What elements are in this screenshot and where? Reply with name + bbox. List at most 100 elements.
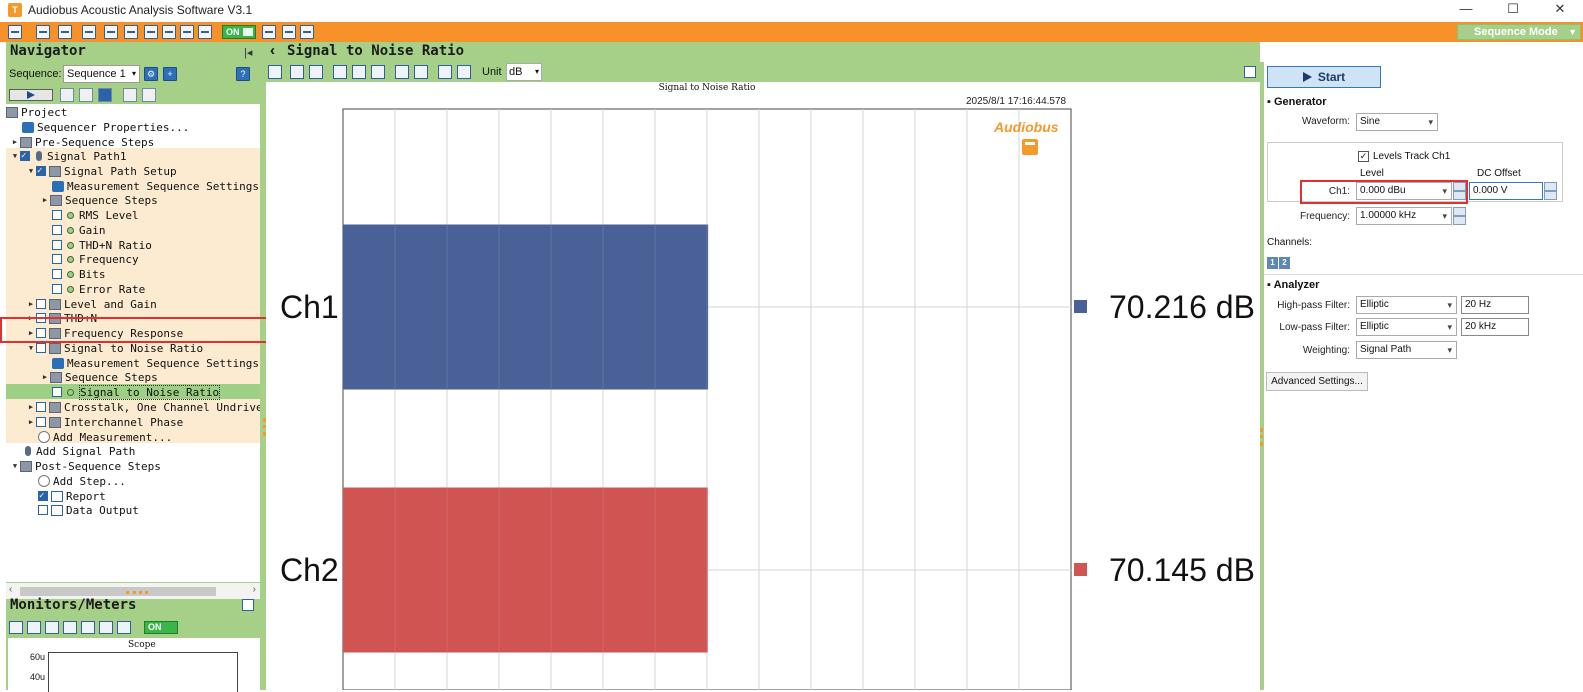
tree-item-bits[interactable]: Bits — [52, 267, 106, 282]
tree-item-project[interactable]: Project — [6, 105, 67, 120]
checkbox[interactable] — [36, 299, 46, 309]
generator-on-toggle[interactable]: ON — [222, 25, 256, 39]
check-icon[interactable] — [79, 88, 93, 102]
checkbox[interactable] — [38, 489, 48, 504]
tree-item-signal-path-setup[interactable]: ▼Signal Path Setup — [26, 164, 177, 179]
tree-item-frequency-response[interactable]: ▶ Frequency Response — [26, 326, 183, 341]
list-icon[interactable] — [162, 25, 176, 39]
tree-item-data-output[interactable]: Data Output — [38, 503, 139, 518]
tree-item-post-sequence-steps[interactable]: ▼ Post-Sequence Steps — [10, 459, 161, 474]
splitter-handle[interactable] — [126, 591, 148, 595]
open-folder-icon[interactable] — [36, 25, 50, 39]
minimize-button[interactable]: — — [1459, 1, 1473, 16]
ch1-level-stepper[interactable] — [1453, 182, 1466, 200]
checkbox[interactable] — [52, 210, 62, 220]
checkbox[interactable] — [36, 417, 46, 427]
list-icon[interactable] — [63, 621, 77, 634]
back-icon[interactable]: ‹ — [270, 42, 275, 59]
table-icon[interactable] — [395, 65, 409, 79]
pan-icon[interactable] — [352, 65, 366, 79]
frequency-stepper[interactable] — [1453, 207, 1466, 225]
checkbox[interactable] — [36, 328, 46, 338]
popout-icon[interactable] — [1244, 66, 1256, 78]
weighting-select[interactable]: Signal Path ▾ — [1356, 341, 1457, 359]
advanced-settings-button[interactable]: Advanced Settings... — [1266, 372, 1368, 391]
expand-icon[interactable]: ▶ — [28, 403, 34, 411]
pin-icon[interactable]: |◂ — [244, 47, 253, 59]
collapse-icon[interactable]: ▼ — [28, 344, 34, 352]
scope-icon[interactable] — [9, 621, 23, 634]
popout-icon[interactable] — [242, 599, 254, 611]
function-icon[interactable] — [438, 65, 452, 79]
grid-icon[interactable] — [117, 621, 131, 634]
settings-gear-icon[interactable] — [82, 25, 96, 39]
tree-item-thdn-ratio[interactable]: THD+N Ratio — [52, 238, 152, 253]
low-pass-frequency-input[interactable]: 20 kHz — [1461, 318, 1529, 336]
spectrum-icon[interactable] — [124, 25, 138, 39]
checkbox[interactable] — [52, 387, 62, 397]
scroll-right-icon[interactable]: › — [252, 584, 256, 595]
expand-icon[interactable]: ▶ — [28, 300, 34, 308]
graph-settings-icon[interactable] — [268, 65, 282, 79]
clear-icon[interactable] — [98, 88, 112, 102]
collapse-icon[interactable]: ▼ — [28, 167, 34, 175]
tree-item-snr-step-selected[interactable]: Signal to Noise Ratio — [52, 385, 221, 400]
tree-item-crosstalk[interactable]: ▶ Crosstalk, One Channel Undriven — [26, 400, 260, 415]
ch1-level-field[interactable]: 0.000 dBu ▾ — [1356, 182, 1452, 200]
tree-item-snr-sequence-steps[interactable]: ▶ Sequence Steps — [40, 370, 158, 385]
save-icon[interactable] — [58, 25, 72, 39]
tree-item-pre-sequence-steps[interactable]: ▶ Pre-Sequence Steps — [10, 135, 154, 150]
start-button[interactable]: Start — [1267, 66, 1381, 88]
tree-item-gain[interactable]: Gain — [52, 223, 106, 238]
display-icon[interactable] — [414, 65, 428, 79]
expand-icon[interactable]: ▶ — [28, 418, 34, 426]
expand-icon[interactable]: ▶ — [12, 138, 18, 146]
expand-icon[interactable]: ▶ — [42, 196, 48, 204]
low-pass-type-select[interactable]: Elliptic ▾ — [1356, 318, 1457, 336]
close-button[interactable]: ✕ — [1554, 1, 1566, 16]
help-icon[interactable] — [300, 25, 314, 39]
settings-gear-icon[interactable] — [457, 65, 471, 79]
fft-icon[interactable] — [27, 621, 41, 634]
splitter-handle[interactable] — [1260, 428, 1263, 446]
waveform-icon[interactable] — [104, 25, 118, 39]
level-bar-icon[interactable] — [180, 25, 194, 39]
collapse-icon[interactable]: ▼ — [12, 152, 18, 160]
tree-item-add-signal-path[interactable]: Add Signal Path — [22, 444, 135, 459]
collapse-icon[interactable]: ▼ — [12, 462, 18, 470]
copy-icon[interactable] — [123, 88, 137, 102]
dc-offset-stepper[interactable] — [1544, 182, 1557, 200]
meter-icon[interactable] — [144, 25, 158, 39]
monitor-on-toggle[interactable]: ON — [144, 621, 178, 634]
zoom-icon[interactable] — [333, 65, 347, 79]
run-sequence-button[interactable] — [9, 89, 53, 101]
checkbox[interactable] — [36, 343, 46, 353]
levels-track-checkbox[interactable]: ✓ — [1358, 151, 1369, 162]
connection-icon[interactable] — [282, 25, 296, 39]
maximize-button[interactable]: ☐ — [1507, 1, 1519, 16]
bars-icon[interactable] — [99, 621, 113, 634]
checkbox[interactable] — [36, 402, 46, 412]
tree-item-level-and-gain[interactable]: ▶ Level and Gain — [26, 297, 157, 312]
tree-item-sequence-steps[interactable]: ▶ Sequence Steps — [40, 193, 158, 208]
scrollbar-thumb[interactable] — [20, 587, 216, 596]
level-bar-icon[interactable] — [81, 621, 95, 634]
channel-1-button[interactable]: 1 — [1267, 257, 1278, 269]
high-pass-frequency-input[interactable]: 20 Hz — [1461, 296, 1529, 314]
print-icon[interactable] — [309, 65, 323, 79]
tree-item-signal-path1[interactable]: ▼Signal Path1 — [10, 149, 127, 164]
meter-icon[interactable] — [45, 621, 59, 634]
tree-item-interchannel-phase[interactable]: ▶ Interchannel Phase — [26, 415, 183, 430]
checkbox[interactable] — [20, 149, 30, 164]
checkbox[interactable] — [52, 284, 62, 294]
frequency-field[interactable]: 1.00000 kHz ▾ — [1356, 207, 1452, 225]
scroll-left-icon[interactable]: ‹ — [9, 584, 13, 595]
record-icon[interactable] — [60, 88, 74, 102]
splitter-handle[interactable] — [263, 418, 266, 436]
tree-item-frequency[interactable]: Frequency — [52, 252, 139, 267]
fit-icon[interactable] — [371, 65, 385, 79]
ch1-dc-offset-field[interactable]: 0.000 V — [1469, 182, 1543, 200]
bars-icon[interactable] — [198, 25, 212, 39]
tree-item-add-measurement[interactable]: Add Measurement... — [38, 430, 172, 445]
tree-item-error-rate[interactable]: Error Rate — [52, 282, 145, 297]
